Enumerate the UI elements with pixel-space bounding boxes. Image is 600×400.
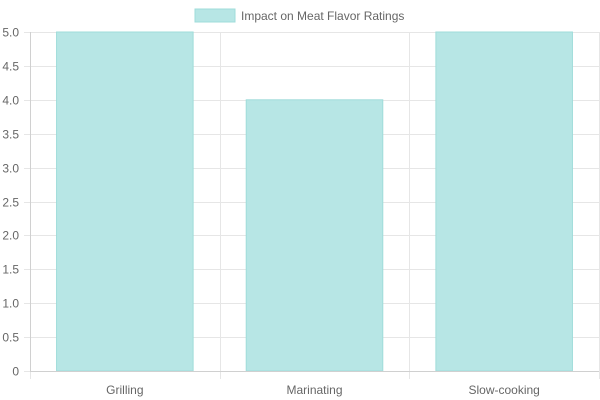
bar	[245, 99, 384, 372]
y-tick-label: 3.5	[2, 128, 19, 142]
x-axis: Grilling Marinating Slow-cooking	[30, 371, 599, 397]
y-tick-label: 4.5	[2, 60, 19, 74]
y-tick-label: 2.5	[2, 196, 19, 210]
y-tick-label: 2.0	[2, 229, 19, 243]
legend[interactable]: Impact on Meat Flavor Ratings	[194, 8, 404, 23]
x-tick-label: Slow-cooking	[468, 383, 539, 397]
x-tick-label: Grilling	[106, 383, 143, 397]
bar	[435, 31, 573, 372]
bars	[56, 31, 573, 372]
y-tick-label: 4.0	[2, 94, 19, 108]
x-tick-label: Marinating	[286, 383, 342, 397]
legend-label: Impact on Meat Flavor Ratings	[241, 9, 404, 23]
y-tick-label: 1.5	[2, 263, 19, 277]
y-tick-label: 1.0	[2, 297, 19, 311]
y-tick-label: 0	[12, 365, 19, 379]
y-tick-label: 5.0	[2, 26, 19, 40]
legend-swatch	[194, 8, 236, 23]
y-tick-label: 3.0	[2, 162, 19, 176]
y-tick-label: 0.5	[2, 331, 19, 345]
y-axis: 0 0.5 1.0 1.5 2.0 2.5 3.0 3.5 4.0 4.5 5.0	[2, 26, 31, 379]
bar	[56, 31, 194, 372]
